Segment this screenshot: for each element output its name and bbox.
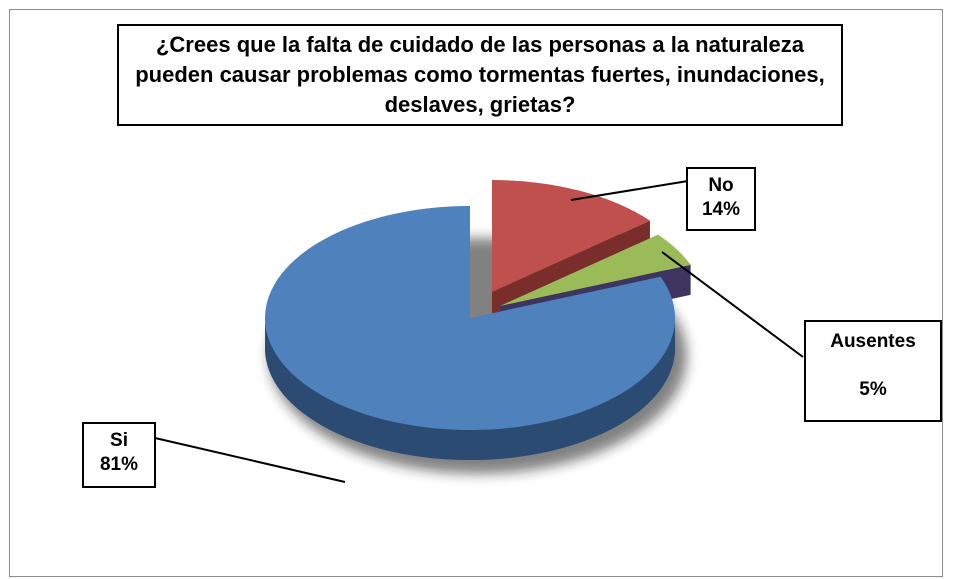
data-label-no: No 14%	[686, 167, 756, 231]
data-label-si: Si 81%	[82, 422, 156, 488]
data-label-ausentes: Ausentes 5%	[804, 320, 942, 422]
leader-line-ausentes	[661, 251, 804, 358]
data-label-no-value: 14%	[701, 199, 741, 220]
chart-title: ¿Crees que la falta de cuidado de las pe…	[135, 32, 825, 117]
leader-line-si	[154, 437, 346, 483]
data-label-si-value: 81%	[99, 454, 139, 475]
data-label-ausentes-name: Ausentes	[830, 331, 916, 352]
slice-si	[265, 206, 675, 430]
leader-line-no	[570, 180, 689, 201]
chart-title-box: ¿Crees que la falta de cuidado de las pe…	[117, 24, 843, 126]
data-label-ausentes-value: 5%	[859, 379, 887, 400]
slice-ausentes	[500, 234, 691, 306]
data-label-no-name: No	[708, 175, 734, 196]
slice-si-side	[265, 318, 675, 460]
slice-no	[492, 180, 650, 292]
data-label-si-name: Si	[110, 430, 128, 451]
